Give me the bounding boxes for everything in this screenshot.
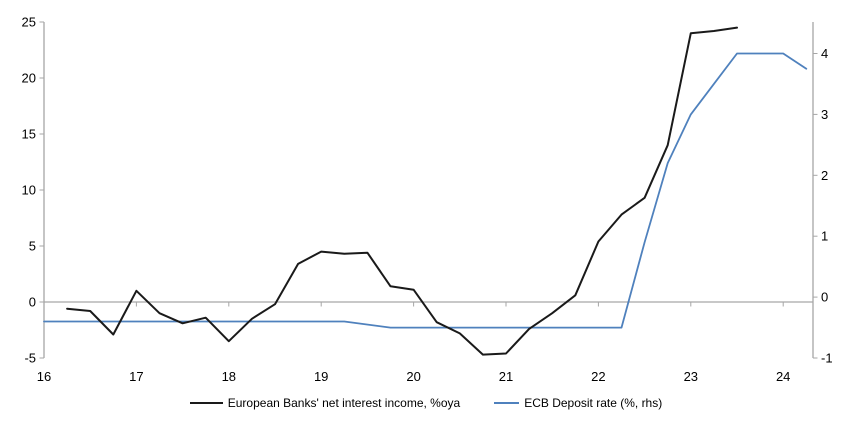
left-axis-tick-label: 20 <box>22 71 36 86</box>
left-axis-tick-label: 10 <box>22 183 36 198</box>
right-axis-tick-label: 1 <box>821 229 828 244</box>
x-axis-tick-label: 24 <box>776 369 790 384</box>
deposit-rate-line-sample <box>494 402 520 404</box>
x-axis-tick-label: 16 <box>37 369 51 384</box>
x-axis-tick-label: 20 <box>406 369 420 384</box>
left-axis-tick-label: -5 <box>24 351 36 366</box>
right-axis-tick-label: 2 <box>821 168 828 183</box>
x-axis-tick-label: 18 <box>222 369 236 384</box>
left-axis-tick-label: 25 <box>22 15 36 30</box>
nii-line <box>66 26 738 356</box>
chart-legend: European Banks' net interest income, %oy… <box>0 396 852 410</box>
x-axis-tick-label: 21 <box>499 369 513 384</box>
left-axis-tick-label: 15 <box>22 127 36 142</box>
right-axis-tick-label: 4 <box>821 46 828 61</box>
right-axis-tick-label: 0 <box>821 290 828 305</box>
left-axis-tick-label: 0 <box>29 295 36 310</box>
legend-item-nii: European Banks' net interest income, %oy… <box>189 396 461 410</box>
x-axis-tick-label: 17 <box>129 369 143 384</box>
legend-label-deposit-rate: ECB Deposit rate (%, rhs) <box>524 396 663 410</box>
right-axis-tick-label: -1 <box>821 351 833 366</box>
left-axis-tick-label: 5 <box>29 239 36 254</box>
deposit-rate-line <box>43 52 808 329</box>
x-axis-tick-label: 19 <box>314 369 328 384</box>
x-axis-tick-label: 22 <box>591 369 605 384</box>
legend-item-deposit-rate: ECB Deposit rate (%, rhs) <box>494 396 662 410</box>
legend-label-nii: European Banks' net interest income, %oy… <box>227 396 461 410</box>
right-axis-tick-label: 3 <box>821 107 828 122</box>
nii-line-sample <box>189 402 223 404</box>
x-axis-tick-label: 23 <box>684 369 698 384</box>
